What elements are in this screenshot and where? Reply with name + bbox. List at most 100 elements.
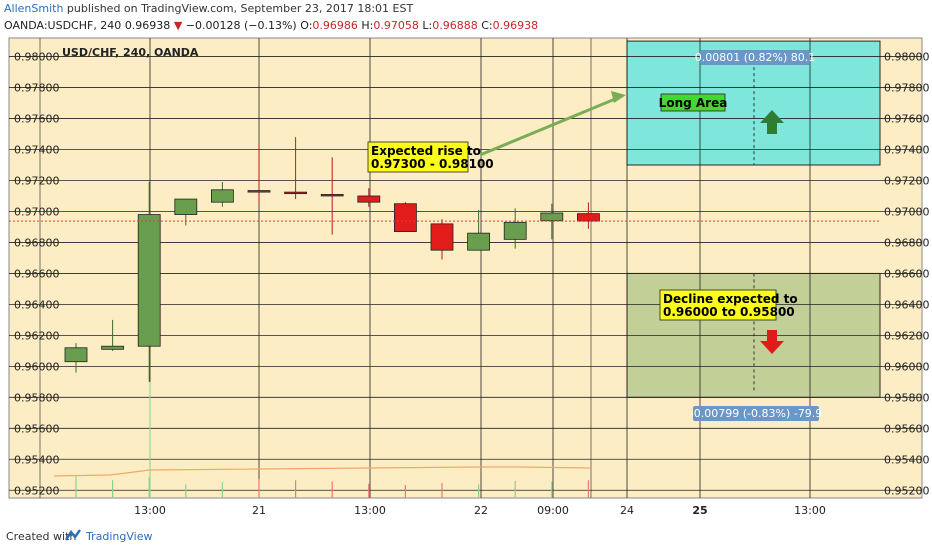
x-tick-label: 13:00 [134, 504, 166, 517]
candle-body [101, 345, 124, 350]
candle-body [174, 198, 198, 215]
y-tick-label-left: 0.95800 [14, 391, 60, 404]
low-label: L: [422, 19, 433, 32]
y-tick-label-left: 0.98000 [14, 51, 60, 64]
decline-note-line2: 0.96000 to 0.95800 [663, 305, 795, 319]
change-down-icon: ▼ [173, 19, 183, 32]
y-tick-label-right: 0.96400 [884, 298, 930, 311]
y-tick-label-right: 0.97800 [884, 82, 930, 95]
x-axis: 13:00 21 13:00 22 09:00 24 25 13:00 [134, 504, 826, 517]
y-tick-label-left: 0.96000 [14, 360, 60, 373]
y-axis-left: 0.98000 0.97800 0.97600 0.97400 0.97200 0.970… [14, 51, 60, 498]
author-link[interactable]: AllenSmith [4, 2, 64, 15]
x-tick-label: 24 [620, 504, 634, 517]
y-tick-label-right: 0.95600 [884, 422, 930, 435]
publish-info: published on TradingView.com, September … [66, 2, 414, 15]
open-label: O: [300, 19, 313, 32]
low-value: 0.96888 [432, 19, 478, 32]
candle-body [357, 195, 381, 203]
x-tick-label: 09:00 [537, 504, 569, 517]
volume-ma-line [53, 466, 591, 477]
candle-body [284, 191, 308, 195]
y-tick-label-left: 0.95600 [14, 422, 60, 435]
arrow-line [479, 95, 621, 157]
candle-body [320, 194, 344, 197]
volume-layer [53, 381, 591, 498]
y-tick-label-right: 0.95400 [884, 453, 930, 466]
y-tick-label-left: 0.96800 [14, 236, 60, 249]
y-tick-label-left: 0.96400 [14, 298, 60, 311]
x-tick-label: 13:00 [794, 504, 826, 517]
y-tick-label-right: 0.96200 [884, 329, 930, 342]
header-quote-line: OANDA:USDCHF, 240 0.96938 ▼ −0.00128 (−0… [4, 19, 538, 35]
high-value: 0.97058 [373, 19, 419, 32]
y-tick-label-left: 0.97800 [14, 82, 60, 95]
price-chart[interactable]: 0.00801 (0.82%) 80.1 -0.00799 (-0.83%) -7… [0, 0, 932, 522]
y-tick-label-right: 0.96800 [884, 236, 930, 249]
rise-note-bg [367, 141, 469, 173]
decline-measure-label-text: -0.00799 (-0.83%) -79.9 [690, 407, 822, 420]
down-arrow-icon [760, 330, 784, 354]
tradingview-link[interactable]: TradingView [86, 530, 153, 543]
close-value: 0.96938 [492, 19, 539, 32]
long-measure-label-text: 0.00801 (0.82%) 80.1 [695, 51, 816, 64]
x-tick-label: 21 [252, 504, 266, 517]
y-tick-label-right: 0.97200 [884, 174, 930, 187]
candle-body [503, 221, 527, 240]
y-axis-right: 0.98000 0.97800 0.97600 0.97400 0.97200 0.970… [884, 51, 930, 498]
y-tick-label-left: 0.97000 [14, 205, 60, 218]
arrow-head-icon [611, 91, 626, 103]
tradingview-logo-icon[interactable] [64, 528, 82, 542]
candles-layer [64, 137, 600, 382]
chart-title: USD/CHF, 240, OANDA [62, 46, 199, 59]
long-measure-label: 0.00801 (0.82%) 80.1 [695, 50, 816, 65]
y-tick-label-right: 0.95800 [884, 391, 930, 404]
candle-body [430, 223, 454, 251]
rise-note-line2: 0.97300 - 0.98100 [371, 157, 494, 171]
created-with-text: Created with [6, 530, 77, 543]
footer: Created with TradingView [0, 522, 932, 550]
long-measure-label-bg [700, 50, 810, 65]
y-tick-label-left: 0.97600 [14, 113, 60, 126]
decline-measure-label: -0.00799 (-0.83%) -79.9 [690, 406, 822, 421]
y-tick-label-left: 0.95400 [14, 453, 60, 466]
candle-body [577, 213, 600, 222]
y-tick-label-left: 0.95200 [14, 484, 60, 497]
candle-body [393, 203, 417, 233]
open-value: 0.96986 [312, 19, 358, 32]
candle-body [247, 190, 271, 193]
up-arrow-icon [760, 110, 784, 134]
y-tick-label-left: 0.97400 [14, 144, 60, 157]
y-tick-label-left: 0.96600 [14, 267, 60, 280]
y-tick-label-left: 0.97200 [14, 174, 60, 187]
decline-measure-label-bg [693, 406, 819, 421]
y-tick-label-left: 0.96200 [14, 329, 60, 342]
y-tick-label-right: 0.96000 [884, 360, 930, 373]
overlays-layer: 0.00801 (0.82%) 80.1 -0.00799 (-0.83%) -7… [9, 50, 880, 421]
close-label: C: [481, 19, 493, 32]
y-tick-label-right: 0.98000 [884, 51, 930, 64]
rise-note-line1: Expected rise to [371, 144, 481, 158]
decline-note-line1: Decline expected to [663, 292, 798, 306]
long-area-label-bg [660, 93, 726, 112]
candle-body [64, 347, 88, 363]
x-tick-label: 25 [692, 504, 707, 517]
candle-body [210, 189, 234, 203]
decline-note-bg [659, 289, 777, 321]
y-tick-label-right: 0.97400 [884, 144, 930, 157]
change-value: −0.00128 (−0.13%) [185, 19, 297, 32]
candle-body [540, 212, 564, 222]
long-area-label: Long Area [659, 96, 728, 110]
x-tick-label: 13:00 [354, 504, 386, 517]
high-label: H: [361, 19, 374, 32]
header-publish-line: AllenSmith published on TradingView.com,… [4, 2, 413, 18]
y-tick-label-right: 0.97600 [884, 113, 930, 126]
candle-body [137, 214, 161, 347]
x-tick-label: 22 [474, 504, 488, 517]
y-tick-label-right: 0.95200 [884, 484, 930, 497]
candle-body [467, 232, 491, 251]
symbol-label: OANDA:USDCHF, 240 [4, 19, 122, 32]
y-tick-label-right: 0.96600 [884, 267, 930, 280]
y-tick-label-right: 0.97000 [884, 205, 930, 218]
last-price: 0.96938 [124, 19, 171, 32]
